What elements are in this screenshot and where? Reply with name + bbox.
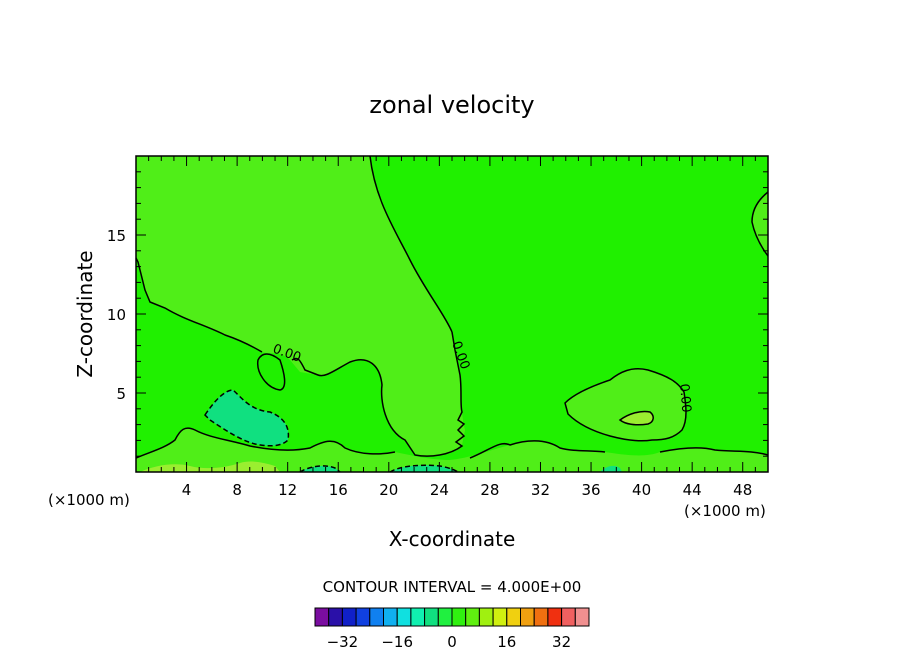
colorbar-swatch (465, 607, 480, 627)
colorbar-swatch (533, 607, 549, 627)
colorbar-swatch (383, 607, 398, 627)
colorbar-swatch (314, 607, 330, 627)
x-axis-label: X-coordinate (389, 527, 516, 551)
x-tick-label-24: 24 (430, 481, 449, 499)
region-top-right (752, 192, 768, 256)
x-tick-labels: 4 8 12 16 20 24 28 32 36 40 44 48 (182, 481, 752, 499)
region-lower-left (205, 390, 289, 446)
colorbar-swatch (396, 607, 412, 627)
colorbar-swatch (561, 607, 576, 627)
colorbar-swatch (410, 607, 426, 627)
contour-label-right: 0.00 (676, 383, 693, 413)
region-right-inner (620, 411, 654, 425)
contour-interval-label: CONTOUR INTERVAL = 4.000E+00 (323, 578, 582, 596)
x-tick-label-4: 4 (182, 481, 192, 499)
colorbar-tick-label: 32 (552, 633, 571, 651)
y-tick-label-15: 15 (107, 227, 126, 245)
axis-ticks (136, 156, 768, 472)
x-tick-label-48: 48 (733, 481, 752, 499)
colorbar-tick-label: −32 (327, 633, 359, 651)
colorbar-swatch (492, 607, 508, 627)
y-tick-labels: 5 10 15 (107, 227, 126, 403)
region-surface-warm (140, 461, 280, 472)
colorbar-swatch (369, 607, 384, 627)
chart-title: zonal velocity (369, 91, 534, 119)
colorbar-swatch (355, 607, 371, 627)
y-tick-label-10: 10 (107, 306, 126, 324)
region-surface-layer (136, 428, 768, 472)
x-tick-label-12: 12 (278, 481, 297, 499)
colorbar-swatch (547, 607, 563, 627)
colorbar-swatch (437, 607, 453, 627)
region-upper-left (136, 156, 465, 457)
colorbar-swatch (520, 607, 535, 627)
x-tick-label-32: 32 (531, 481, 550, 499)
colorbar-tick-labels: −32 −16 0 16 32 (327, 633, 572, 651)
colorbar (314, 607, 590, 627)
x-tick-label-44: 44 (683, 481, 702, 499)
colorbar-swatch (478, 607, 494, 627)
x-tick-label-20: 20 (379, 481, 398, 499)
colorbar-tick-label: 0 (447, 633, 457, 651)
colorbar-swatch (506, 607, 521, 627)
colorbar-tick-label: −16 (381, 633, 413, 651)
x-tick-label-36: 36 (581, 481, 600, 499)
x-tick-label-28: 28 (480, 481, 499, 499)
colorbar-swatch (451, 607, 467, 627)
y-tick-label-5: 5 (116, 385, 126, 403)
x-tick-label-40: 40 (632, 481, 651, 499)
colorbar-swatch (574, 607, 590, 627)
colorbar-swatch (341, 607, 357, 627)
x-tick-label-8: 8 (232, 481, 242, 499)
region-right-center (565, 368, 686, 441)
x-tick-label-16: 16 (329, 481, 348, 499)
y-axis-label: Z-coordinate (73, 250, 97, 377)
colorbar-swatch (424, 607, 439, 627)
x-unit-left: (×1000 m) (48, 491, 130, 509)
colorbar-swatch (328, 607, 343, 627)
x-unit-right: (×1000 m) (684, 502, 766, 520)
zero-contours (135, 155, 769, 473)
colorbar-tick-label: 16 (497, 633, 516, 651)
